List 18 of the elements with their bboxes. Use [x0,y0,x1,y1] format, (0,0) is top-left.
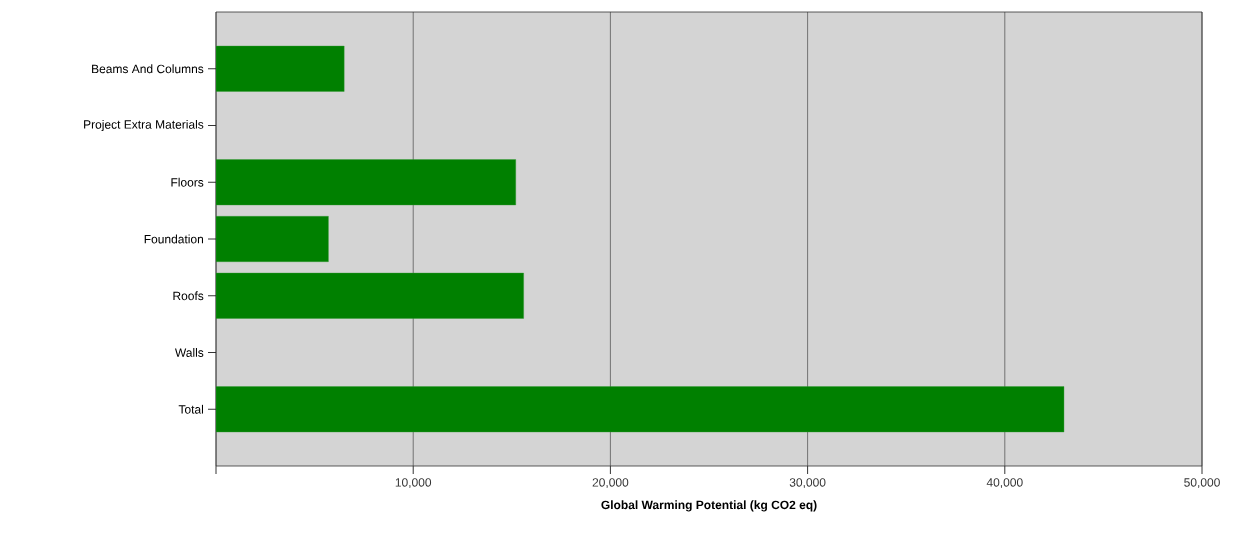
y-tick-label: Total [178,404,203,414]
x-tick-label: 30,000 [789,478,826,489]
x-tick-label: 40,000 [986,478,1023,489]
bar [216,216,329,262]
y-tick-label: Project Extra Materials [84,119,204,132]
bar [216,386,1065,433]
x-axis-title: Global Warming Potential (kg CO2 eq) [601,500,817,512]
x-tick-label: 50,000 [1184,478,1220,489]
bar [216,45,345,92]
x-tick-label: 10,000 [395,478,432,489]
y-tick-label: Beams And Columns [92,64,204,74]
y-tick-label: Roofs [173,291,204,301]
y-tick-label: Walls [174,348,204,357]
y-tick-label: Floors [171,177,204,187]
bar [216,272,524,319]
y-tick-label: Foundation [144,234,204,244]
x-tick-label: 20,000 [592,478,629,489]
bar [216,159,516,206]
